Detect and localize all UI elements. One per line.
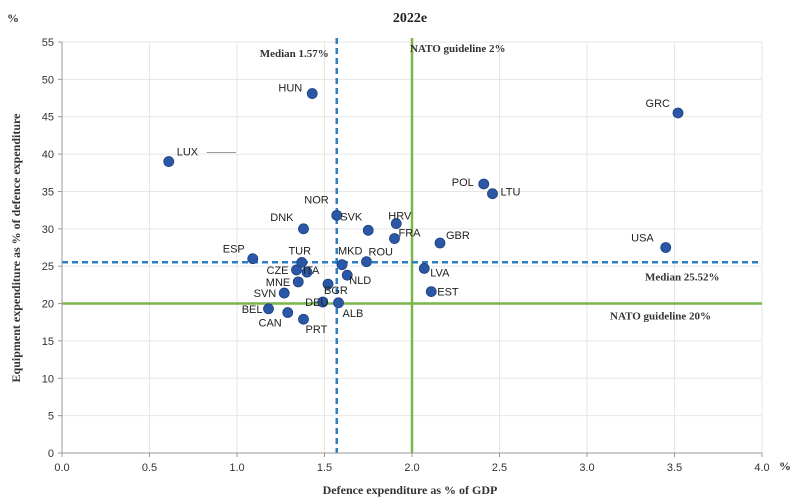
data-point-label: LUX bbox=[177, 147, 199, 159]
data-point-label: POL bbox=[452, 177, 474, 189]
data-point-label: FRA bbox=[399, 228, 422, 240]
data-point-label: DEU bbox=[305, 297, 328, 309]
data-point-label: GBR bbox=[446, 230, 470, 242]
y-tick-label: 10 bbox=[42, 373, 54, 385]
x-tick-label: 4.0 bbox=[754, 462, 769, 474]
x-tick-label: 0.0 bbox=[54, 462, 69, 474]
data-point bbox=[336, 259, 348, 271]
data-point-label: CAN bbox=[259, 318, 282, 330]
y-tick-label: 45 bbox=[42, 112, 54, 124]
x-tick-label: 2.5 bbox=[492, 462, 507, 474]
data-point bbox=[361, 256, 372, 268]
data-point bbox=[672, 107, 684, 119]
data-point-label: CZE bbox=[267, 265, 289, 277]
data-point bbox=[322, 278, 334, 290]
y-tick-label: 50 bbox=[42, 74, 54, 86]
data-point-label: DNK bbox=[270, 212, 294, 224]
data-point-label: TUR bbox=[288, 245, 311, 257]
data-point bbox=[298, 313, 309, 325]
data-point-label: MNE bbox=[266, 277, 290, 289]
data-point bbox=[390, 218, 402, 229]
x-axis-title: Defence expenditure as % of GDP bbox=[323, 483, 498, 497]
x-tick-label: 1.5 bbox=[317, 462, 332, 474]
y-unit-label: % bbox=[7, 11, 19, 25]
data-point-label: ROU bbox=[369, 247, 394, 259]
data-point bbox=[298, 223, 309, 235]
y-tick-label: 40 bbox=[42, 149, 54, 161]
data-point-label: LTU bbox=[501, 187, 521, 199]
ref-line-label: Median 1.57% bbox=[260, 48, 329, 60]
ref-line-label: NATO guideline 20% bbox=[610, 311, 711, 323]
data-point-label: USA bbox=[631, 233, 654, 245]
y-tick-label: 0 bbox=[48, 448, 54, 460]
x-tick-label: 3.0 bbox=[579, 462, 594, 474]
data-point bbox=[487, 188, 498, 200]
data-point bbox=[247, 253, 259, 265]
ref-line-label: Median 25.52% bbox=[645, 271, 720, 283]
data-point bbox=[341, 269, 353, 281]
data-point-label: LVA bbox=[430, 267, 450, 279]
data-point bbox=[278, 287, 290, 299]
data-point-label: BEL bbox=[242, 304, 263, 316]
data-point bbox=[333, 297, 344, 309]
data-points: HUN GRC LUX POL LTU NOR DNK SVK HRV FRA GBR USA ESP T… bbox=[163, 83, 684, 336]
data-point-label: HUN bbox=[278, 83, 302, 95]
data-point bbox=[296, 257, 308, 268]
data-point-label: MKD bbox=[338, 246, 363, 258]
data-point-label: ESP bbox=[223, 244, 245, 256]
reference-lines: Median 1.57% NATO guideline 2% Median 25.5… bbox=[62, 38, 762, 453]
y-tick-label: 35 bbox=[42, 186, 54, 198]
y-tick-label: 15 bbox=[42, 336, 54, 348]
data-point bbox=[291, 264, 302, 276]
data-point bbox=[292, 276, 304, 288]
axes: 0 5 10 15 20 25 30 35 40 45 50 55 0.0 0.5 1.0 1.5 2.0 2.5… bbox=[42, 37, 770, 474]
data-point-label: ALB bbox=[343, 308, 364, 320]
data-point bbox=[306, 88, 318, 99]
data-point bbox=[660, 242, 672, 253]
x-tick-label: 3.5 bbox=[667, 462, 682, 474]
data-point bbox=[418, 263, 430, 274]
data-point-label: ITA bbox=[303, 265, 320, 277]
y-tick-label: 55 bbox=[42, 37, 54, 49]
x-unit-label: % bbox=[779, 459, 791, 473]
data-point bbox=[478, 178, 490, 190]
data-point-label: SVN bbox=[254, 288, 277, 300]
data-point bbox=[425, 286, 437, 297]
data-point-label: PRT bbox=[306, 324, 328, 336]
data-point bbox=[301, 266, 313, 278]
data-point-label: BGR bbox=[324, 285, 348, 297]
data-point bbox=[282, 307, 294, 318]
y-tick-label: 20 bbox=[42, 299, 54, 311]
y-tick-label: 5 bbox=[48, 411, 54, 423]
data-point-label: EST bbox=[437, 287, 459, 299]
y-tick-label: 25 bbox=[42, 261, 54, 273]
data-point bbox=[434, 237, 446, 249]
y-tick-label: 30 bbox=[42, 224, 54, 236]
data-point bbox=[317, 296, 329, 308]
x-tick-label: 1.0 bbox=[229, 462, 244, 474]
data-point bbox=[163, 156, 175, 167]
data-point bbox=[389, 233, 400, 244]
data-point bbox=[263, 303, 274, 315]
data-point-label: NOR bbox=[304, 194, 329, 206]
x-tick-label: 2.0 bbox=[404, 462, 419, 474]
x-tick-label: 0.5 bbox=[142, 462, 157, 474]
data-point bbox=[362, 224, 374, 236]
chart-title: 2022e bbox=[393, 11, 427, 26]
y-axis-title: Equipment expenditure as % of defence ex… bbox=[9, 113, 23, 383]
data-point-label: NLD bbox=[349, 275, 371, 287]
data-point-label: HRV bbox=[388, 211, 412, 223]
data-point-label: GRC bbox=[646, 98, 671, 110]
ref-line-label: NATO guideline 2% bbox=[410, 43, 506, 55]
data-point bbox=[331, 209, 343, 221]
data-point-label: SVK bbox=[340, 211, 363, 223]
